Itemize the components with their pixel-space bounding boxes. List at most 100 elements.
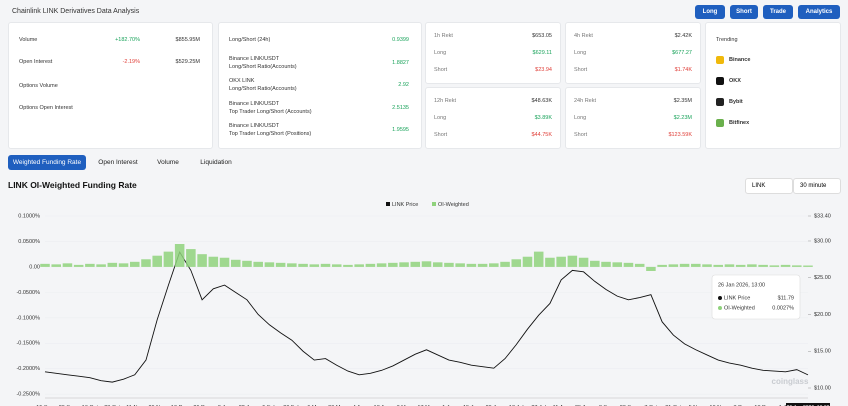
header-button[interactable]: Analytics bbox=[798, 5, 840, 19]
rekt-value: $2.35M bbox=[673, 98, 692, 104]
funding-bar bbox=[365, 263, 376, 267]
exchange-name[interactable]: Bybit bbox=[729, 99, 743, 105]
rekt-long-label: Long bbox=[434, 50, 447, 56]
funding-bar bbox=[197, 254, 207, 267]
x-tick-label: 5 Nov bbox=[689, 405, 704, 406]
exchange-icon bbox=[716, 119, 724, 127]
y-tick-label: -0.1000% bbox=[16, 315, 40, 321]
rekt-short: $123.59K bbox=[668, 132, 692, 138]
x-tick-label: 16 Oct bbox=[82, 405, 99, 406]
tooltip-value: 0.0027% bbox=[772, 305, 794, 311]
funding-bar bbox=[567, 255, 578, 267]
exchange-name[interactable]: Bitfinex bbox=[729, 120, 750, 126]
funding-bar bbox=[466, 263, 477, 267]
funding-bar bbox=[556, 256, 566, 267]
market-card: Volume +182.70% $855.95M Open Interest -2.19… bbox=[8, 22, 213, 149]
funding-bar bbox=[107, 262, 118, 267]
tooltip-value: $11.79 bbox=[778, 295, 794, 301]
legend-label: OI-Weighted bbox=[438, 202, 469, 208]
ratio-sublabel: Top Trader Long/Short (Accounts) bbox=[229, 109, 312, 115]
rekt-title: 4h Rekt bbox=[574, 33, 593, 39]
tab[interactable]: Weighted Funding Rate bbox=[8, 155, 86, 170]
funding-bar bbox=[724, 264, 735, 267]
metric-label: Volume bbox=[19, 37, 38, 43]
y-tick-label: 0.0500% bbox=[18, 239, 40, 245]
funding-bar bbox=[444, 262, 454, 267]
funding-bar bbox=[432, 262, 443, 267]
funding-bar bbox=[73, 264, 84, 267]
funding-bar bbox=[780, 264, 791, 267]
x-tick-label: 20 Feb bbox=[283, 405, 300, 406]
funding-bar bbox=[174, 244, 185, 267]
x-tick-label: 1 Jun bbox=[442, 405, 455, 406]
funding-bar bbox=[152, 255, 162, 267]
rekt-short: $44.75K bbox=[531, 132, 553, 138]
tooltip-box bbox=[711, 274, 801, 320]
metric-change: -2.19% bbox=[122, 59, 140, 65]
rekt-value: $48.63K bbox=[531, 98, 553, 104]
y2-tick-label: $33.40 bbox=[814, 213, 831, 219]
metric-label: Options Open Interest bbox=[19, 105, 73, 111]
funding-bar bbox=[320, 263, 331, 267]
x-tick-label: 6 Mar bbox=[307, 405, 321, 406]
funding-bar bbox=[287, 263, 297, 267]
header-button[interactable]: Short bbox=[730, 5, 758, 19]
x-tick-label: 19 Nov bbox=[710, 405, 728, 406]
exchange-icon bbox=[716, 77, 724, 85]
x-tick-label: 17 May bbox=[417, 405, 435, 406]
select[interactable]: 30 minute bbox=[793, 178, 841, 194]
trending-title: Trending bbox=[716, 37, 738, 43]
tab[interactable]: Volume bbox=[157, 159, 179, 166]
exchange-name[interactable]: Binance bbox=[729, 57, 751, 63]
tab[interactable]: Liquidation bbox=[200, 159, 232, 166]
funding-bar bbox=[219, 257, 230, 267]
metric-label: Open Interest bbox=[19, 59, 53, 65]
y-tick-label: -0.2500% bbox=[16, 392, 40, 398]
y2-tick-label: $25.00 bbox=[814, 275, 831, 281]
rekt-long: $2.23M bbox=[673, 115, 692, 121]
funding-bar bbox=[388, 262, 398, 267]
header-button[interactable]: Trade bbox=[763, 5, 793, 19]
funding-bar bbox=[735, 264, 746, 267]
x-tick-label: 8 Jan bbox=[218, 405, 231, 406]
funding-bar bbox=[803, 265, 813, 267]
funding-bar bbox=[792, 265, 802, 267]
funding-bar bbox=[242, 260, 252, 267]
legend-swatch bbox=[432, 202, 436, 206]
x-tick-label: 26 Jan 2026, 13:00 bbox=[787, 405, 830, 406]
chart-title: LINK OI-Weighted Funding Rate bbox=[8, 180, 137, 190]
metric-value: $855.95M bbox=[175, 37, 200, 43]
tooltip: 26 Jan 2026, 13:00 LINK Price $11.79 OI-Wei… bbox=[711, 274, 801, 320]
funding-bar bbox=[298, 263, 308, 267]
exchange-name[interactable]: OKX bbox=[729, 78, 741, 84]
x-tick-label: 10 Dec bbox=[171, 405, 189, 406]
x-tick-label: 25 Aug bbox=[575, 405, 592, 406]
ratio-sublabel: Long/Short Ratio(Accounts) bbox=[229, 64, 297, 70]
funding-bar bbox=[612, 262, 623, 267]
rekt-long-label: Long bbox=[434, 115, 447, 121]
funding-bar bbox=[455, 263, 465, 267]
rekt-card: 12h Rekt $48.63K Long $3.89K Short $44.75K bbox=[425, 87, 561, 149]
funding-bar bbox=[410, 261, 421, 267]
select[interactable]: LINK bbox=[745, 178, 793, 194]
y-tick-label: -0.0500% bbox=[16, 290, 40, 296]
ratio-sublabel: Top Trader Long/Short (Positions) bbox=[229, 131, 312, 137]
funding-bar bbox=[376, 263, 387, 267]
funding-bar bbox=[309, 264, 320, 267]
rekt-short-label: Short bbox=[574, 67, 588, 73]
rekt-value: $2.42K bbox=[674, 33, 692, 39]
metric-change: +182.70% bbox=[115, 37, 140, 43]
metric-value: $529.25M bbox=[175, 59, 200, 65]
y-tick-label: -0.2000% bbox=[16, 366, 40, 372]
funding-bar bbox=[713, 264, 724, 267]
tab[interactable]: Open Interest bbox=[98, 159, 138, 166]
rekt-title: 1h Rekt bbox=[434, 33, 453, 39]
funding-bar bbox=[421, 261, 432, 267]
y-tick-label: 0.1000% bbox=[18, 213, 40, 219]
header-button[interactable]: Long bbox=[695, 5, 725, 19]
tooltip-label: LINK Price bbox=[724, 295, 750, 301]
x-tick-label: 21 Oct bbox=[665, 405, 682, 406]
x-tick-label: 18 Apr bbox=[374, 405, 390, 406]
funding-bar bbox=[343, 264, 353, 267]
funding-bar bbox=[533, 251, 544, 267]
